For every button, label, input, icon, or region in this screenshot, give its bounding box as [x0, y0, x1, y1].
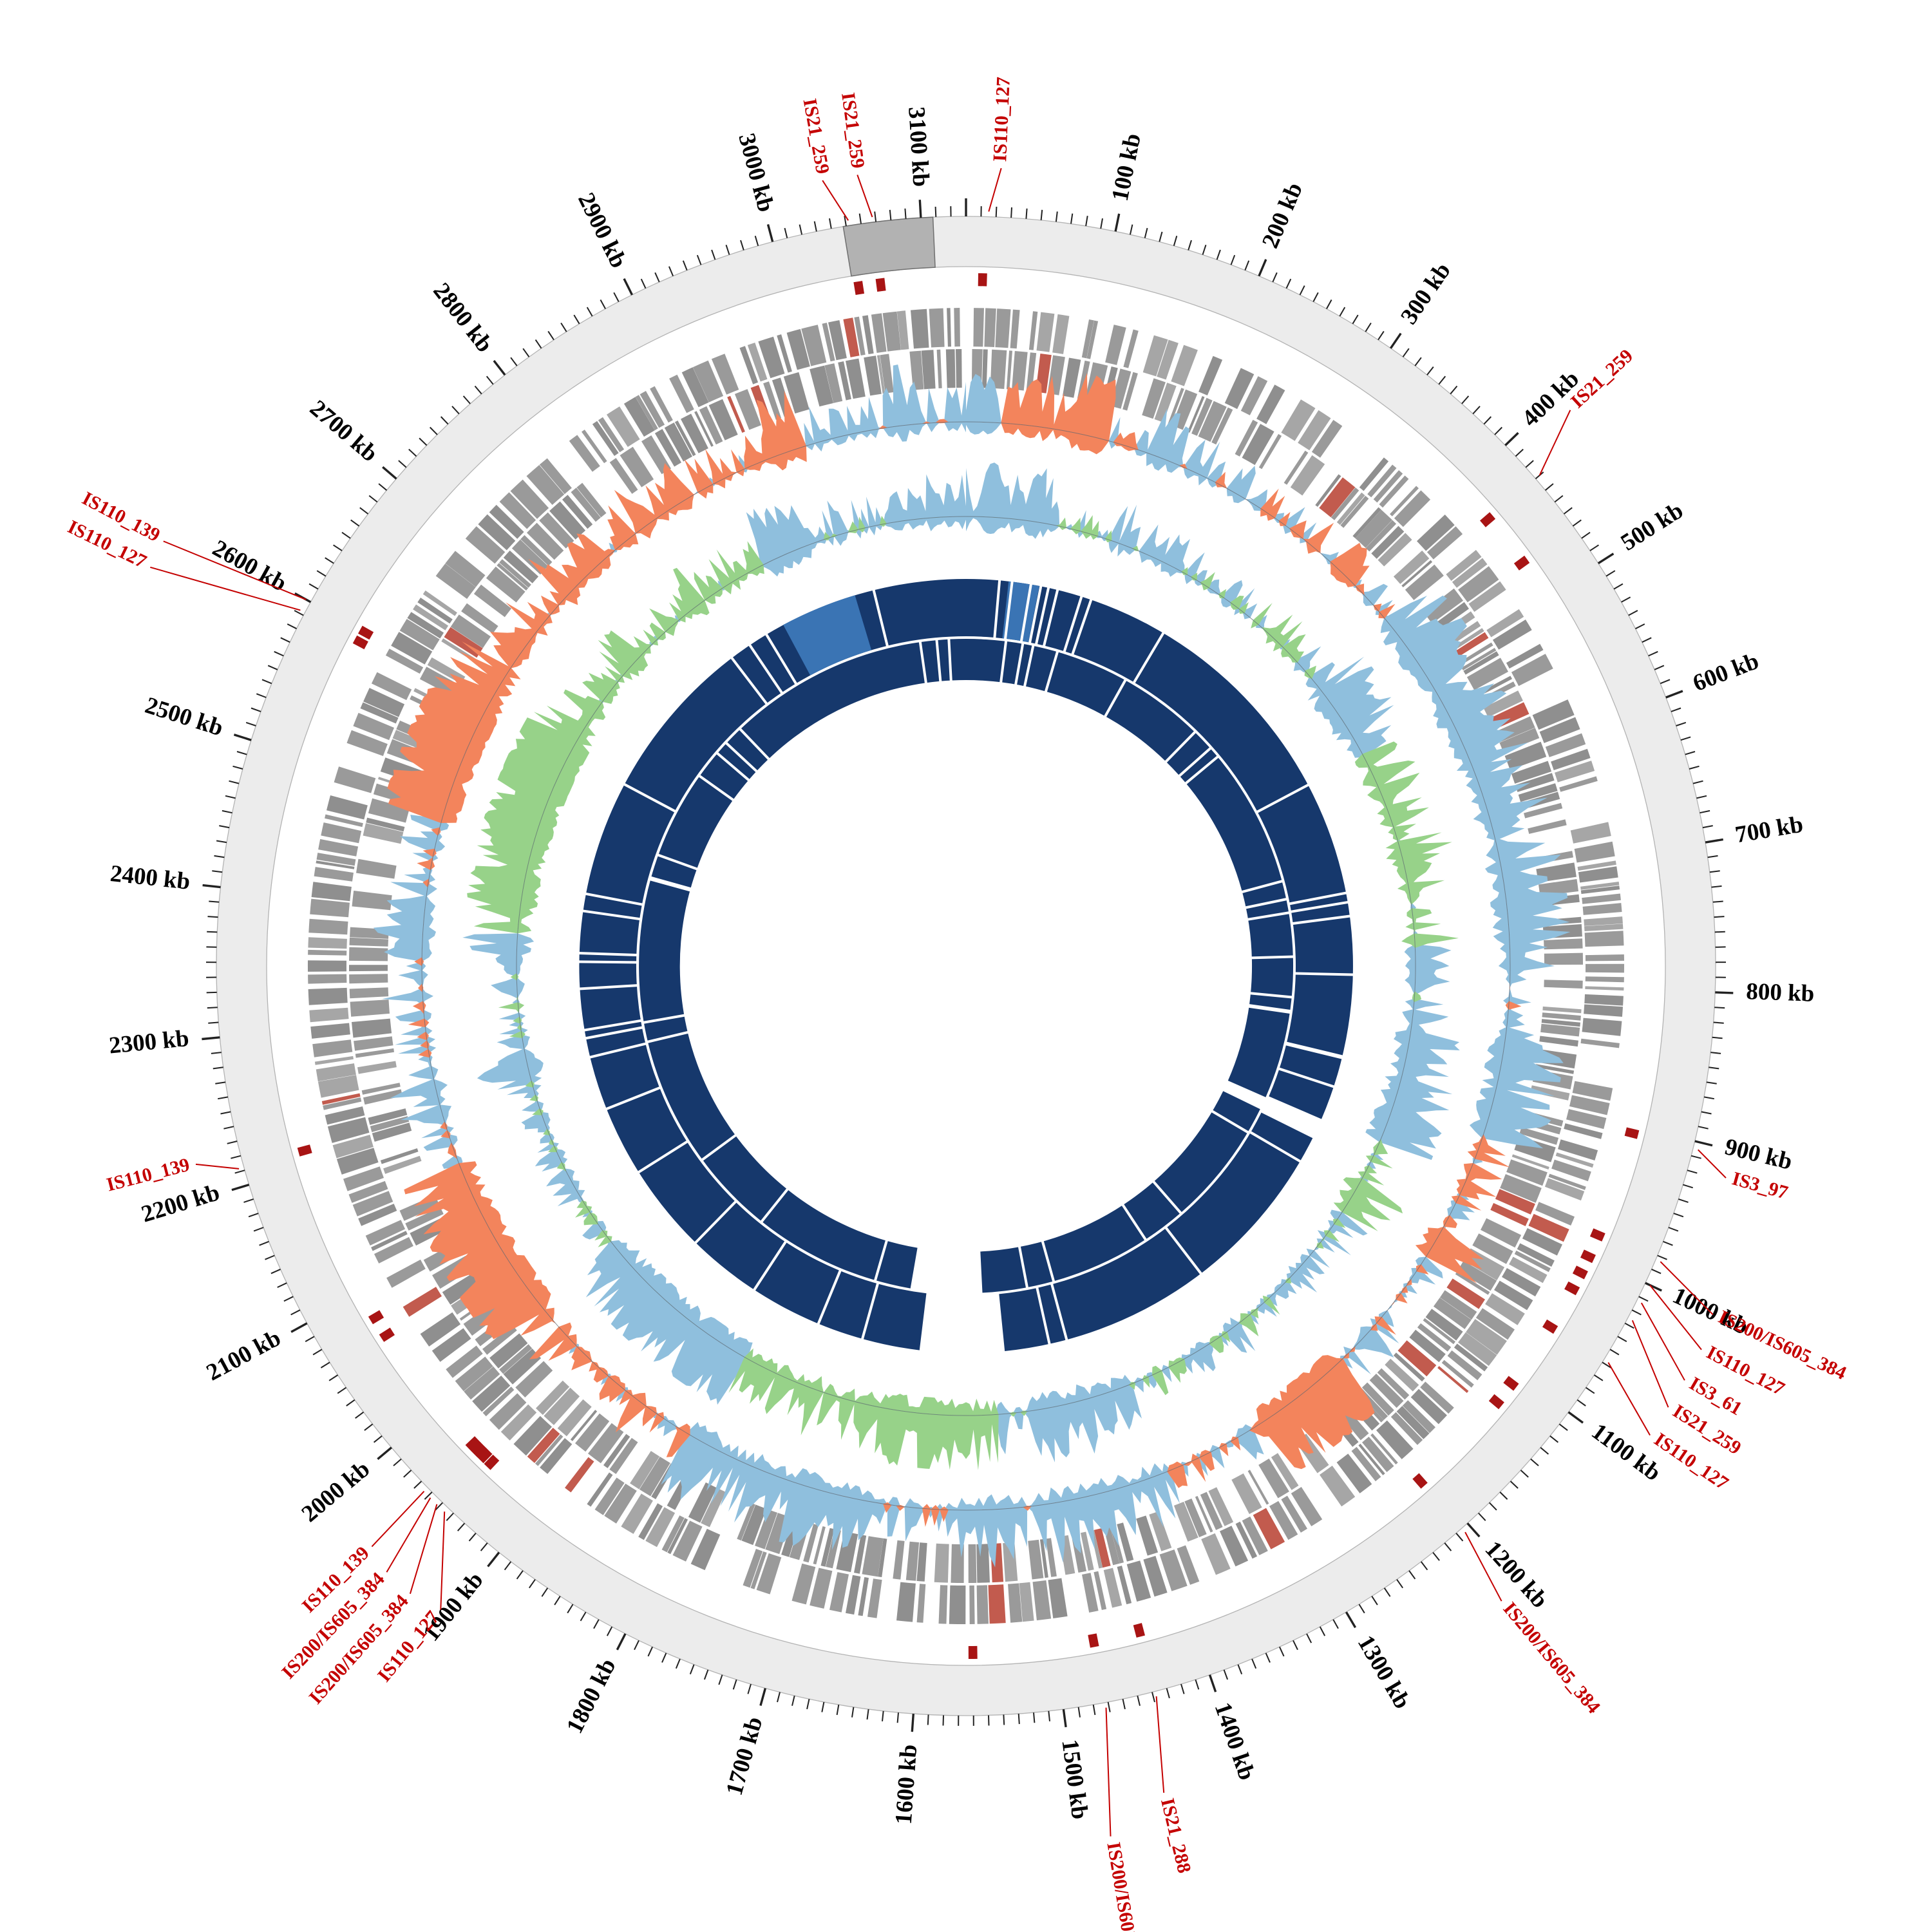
axis-ticks — [202, 198, 1734, 1732]
tick-label: 200 kb — [1257, 179, 1308, 252]
is-mark — [379, 1327, 395, 1342]
is-mark — [358, 625, 374, 640]
tick-label: 1800 kb — [562, 1654, 621, 1738]
tick-label: 2800 kb — [428, 278, 498, 357]
is-annotation-leader — [195, 1163, 240, 1170]
tick-label: 2300 kb — [108, 1025, 190, 1059]
is-mark — [978, 273, 987, 287]
is-annotation-leader — [1155, 1696, 1165, 1793]
tick-label: 2200 kb — [138, 1179, 223, 1228]
is-mark — [368, 1310, 384, 1325]
is-mark — [297, 1144, 312, 1157]
is-annotation-leader — [371, 1491, 425, 1548]
track-inner-ring-outer — [578, 579, 1354, 1351]
is-annotation-leader — [988, 167, 1002, 212]
is-mark — [968, 1645, 978, 1659]
tick-label: 1500 kb — [1056, 1738, 1093, 1821]
is-mark — [1580, 1249, 1596, 1264]
is-annotation-leader — [1464, 1531, 1502, 1602]
is-mark — [1564, 1281, 1580, 1296]
tick-label: 1400 kb — [1209, 1699, 1260, 1783]
is-mark — [1624, 1127, 1640, 1139]
is-mark — [1088, 1633, 1099, 1648]
is-mark — [875, 278, 886, 292]
is-mark — [853, 281, 864, 295]
tick-label: 600 kb — [1689, 648, 1763, 697]
tick-label: 2900 kb — [573, 189, 632, 272]
is-mark — [465, 1436, 481, 1452]
is-annotation-leader — [822, 180, 849, 221]
is-annotation-leader — [409, 1504, 438, 1595]
tick-label: 300 kb — [1396, 258, 1456, 330]
is-annotation-leader — [440, 1511, 446, 1610]
tick-label: 2100 kb — [202, 1325, 285, 1386]
is-annotation-label: IS21_288 — [1157, 1796, 1195, 1875]
is-annotation-label: IS200/IS605_384 — [1499, 1598, 1604, 1718]
track-is-marks — [297, 273, 1640, 1659]
inner-ring-light-segment — [783, 595, 872, 676]
is-mark — [1542, 1319, 1558, 1334]
tick-label: 1600 kb — [891, 1743, 923, 1825]
tick-label: 800 kb — [1746, 978, 1815, 1007]
is-annotation-leader — [1640, 1302, 1685, 1381]
is-annotation-leader — [857, 175, 873, 218]
is-annotation-leader — [1697, 1149, 1727, 1179]
is-annotation-leader — [150, 566, 301, 611]
is-annotation-leader — [1539, 410, 1571, 476]
is-mark — [471, 1442, 487, 1458]
tick-label: 2400 kb — [109, 860, 191, 895]
is-annotation-leader — [1607, 1362, 1651, 1436]
is-annotation-leader — [163, 540, 307, 601]
is-annotation-label: IS110_139 — [104, 1154, 192, 1196]
is-mark — [1513, 555, 1530, 571]
is-mark — [1488, 1394, 1504, 1410]
is-annotation-leader — [1631, 1320, 1669, 1408]
is-mark — [484, 1454, 500, 1470]
tick-label: 100 kb — [1107, 131, 1146, 204]
track-gc-skew — [373, 365, 1571, 1567]
is-annotation-leader — [386, 1497, 431, 1573]
is-mark — [1589, 1228, 1605, 1242]
tick-label: 900 kb — [1722, 1133, 1795, 1175]
is-annotation-leader — [1649, 1284, 1702, 1350]
track-scale-ring — [216, 216, 1716, 1716]
tick-label: 1100 kb — [1587, 1418, 1666, 1486]
tick-label: 3100 kb — [903, 106, 934, 188]
tick-label: 500 kb — [1616, 497, 1688, 556]
tick-label: 2700 kb — [305, 395, 383, 467]
is-mark — [1572, 1265, 1588, 1280]
is-annotation-label: IS200/IS605_384 — [1103, 1841, 1146, 1932]
tick-label: 1700 kb — [721, 1714, 768, 1799]
tick-label: 2500 kb — [142, 692, 226, 742]
is-annotation-label: IS110_127 — [989, 77, 1014, 162]
track-inner-ring-inner — [639, 638, 1294, 1293]
tick-label: 700 kb — [1734, 811, 1805, 849]
is-mark — [352, 635, 368, 650]
tick-label: 2000 kb — [297, 1455, 375, 1527]
is-mark — [1480, 512, 1496, 527]
track-gc-content — [462, 462, 1460, 1470]
is-mark — [1133, 1623, 1145, 1638]
tick-label: 3000 kb — [733, 131, 779, 215]
is-annotation-label: IS21_259 — [799, 97, 833, 175]
is-annotation-leader — [1660, 1261, 1714, 1316]
is-annotation-label: IS21_259 — [837, 91, 869, 170]
is-mark — [1503, 1376, 1519, 1391]
is-mark — [1412, 1473, 1428, 1489]
track-genes — [307, 308, 1624, 1625]
is-annotation-leader — [1105, 1707, 1112, 1837]
tick-label: 1300 kb — [1352, 1631, 1416, 1714]
origin-highlight-region — [842, 216, 936, 277]
is-mark — [477, 1448, 493, 1464]
